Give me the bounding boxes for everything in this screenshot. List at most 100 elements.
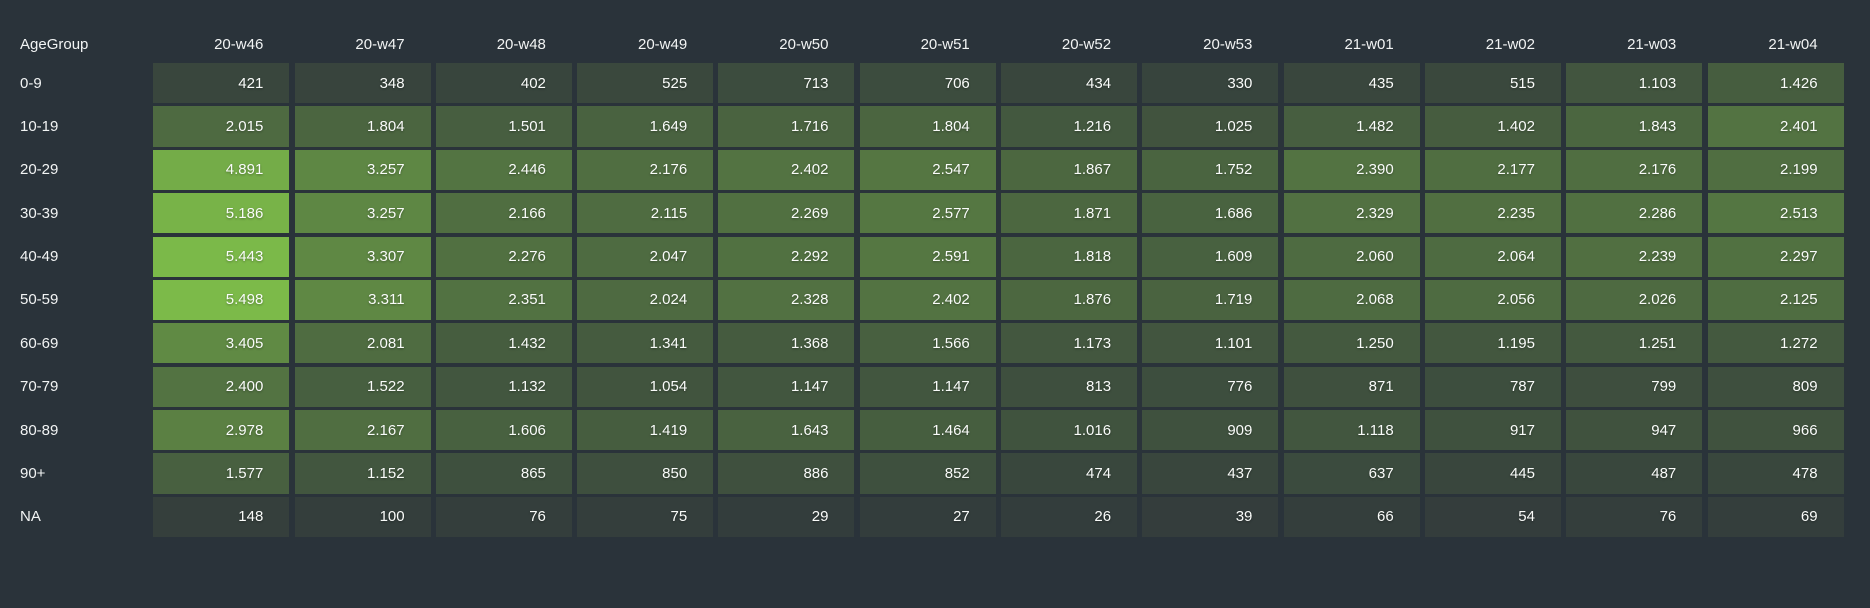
- heatmap-cell: 1.752: [1142, 149, 1279, 190]
- heatmap-cell: 478: [1707, 453, 1844, 494]
- heatmap-cell: 2.125: [1707, 279, 1844, 321]
- heatmap-cell: 1.025: [1142, 106, 1279, 147]
- column-header: 21-w02: [1485, 36, 1535, 53]
- heatmap-cell: 2.199: [1707, 149, 1844, 190]
- heatmap-cell: 3.257: [294, 193, 431, 234]
- heatmap-cell: 1.152: [294, 453, 431, 494]
- row-label: 40-49: [20, 248, 59, 266]
- heatmap-cell: 515: [1424, 63, 1561, 104]
- heatmap-cell: 1.606: [435, 410, 572, 451]
- heatmap-cell: 2.591: [859, 236, 996, 277]
- heatmap-cell: 1.147: [718, 366, 855, 407]
- heatmap-cell: 917: [1424, 410, 1561, 451]
- heatmap-cell: 2.056: [1424, 279, 1561, 321]
- heatmap-cell: 27: [859, 496, 996, 537]
- row-label: 0-9: [20, 74, 42, 92]
- heatmap-cell: 474: [1001, 453, 1138, 494]
- heatmap-cell: 2.115: [577, 193, 714, 234]
- heatmap-cell: 1.103: [1566, 63, 1703, 104]
- heatmap-cell: 852: [859, 453, 996, 494]
- heatmap-cell: 1.432: [435, 323, 572, 364]
- heatmap-cell: 435: [1283, 63, 1420, 104]
- heatmap-cell: 1.368: [718, 323, 855, 364]
- heatmap-cell: 2.024: [577, 279, 714, 321]
- heatmap-body: 0-9 421 348 402 525 713 706 434 330 435 515 1.103 1.…: [0, 63, 1844, 537]
- heatmap-table: AgeGroup 20-w46 20-w47 20-w48 20-w49 20-w50 2…: [0, 0, 1844, 537]
- heatmap-cell: 402: [435, 63, 572, 104]
- heatmap-cell: 2.292: [718, 236, 855, 277]
- heatmap-cell: 2.068: [1283, 279, 1420, 321]
- heatmap-cell: 1.402: [1424, 106, 1561, 147]
- heatmap-cell: 1.643: [718, 410, 855, 451]
- heatmap-cell: 1.609: [1142, 236, 1279, 277]
- heatmap-cell: 1.686: [1142, 193, 1279, 234]
- heatmap-cell: 2.235: [1424, 193, 1561, 234]
- row-label: 60-69: [20, 334, 59, 352]
- heatmap-cell: 76: [435, 496, 572, 537]
- heatmap-cell: 706: [859, 63, 996, 104]
- heatmap-cell: 713: [718, 63, 855, 104]
- heatmap-cell: 2.167: [294, 410, 431, 451]
- heatmap-cell: 4.891: [153, 149, 290, 190]
- heatmap-cell: 2.176: [1566, 149, 1703, 190]
- heatmap-cell: 3.311: [294, 279, 431, 321]
- heatmap-cell: 487: [1566, 453, 1703, 494]
- heatmap-cell: 1.716: [718, 106, 855, 147]
- column-header: 20-w48: [496, 36, 546, 53]
- heatmap-cell: 1.501: [435, 106, 572, 147]
- heatmap-cell: 1.016: [1001, 410, 1138, 451]
- heatmap-cell: 330: [1142, 63, 1279, 104]
- heatmap-cell: 1.195: [1424, 323, 1561, 364]
- heatmap-cell: 2.351: [435, 279, 572, 321]
- heatmap-cell: 3.307: [294, 236, 431, 277]
- heatmap-cell: 348: [294, 63, 431, 104]
- heatmap-cell: 525: [577, 63, 714, 104]
- heatmap-cell: 2.328: [718, 279, 855, 321]
- heatmap-cell: 1.867: [1001, 149, 1138, 190]
- heatmap-cell: 813: [1001, 366, 1138, 407]
- heatmap-cell: 1.649: [577, 106, 714, 147]
- heatmap-cell: 2.269: [718, 193, 855, 234]
- heatmap-cell: 3.405: [153, 323, 290, 364]
- heatmap-cell: 1.147: [859, 366, 996, 407]
- heatmap-cell: 2.047: [577, 236, 714, 277]
- heatmap-cell: 787: [1424, 366, 1561, 407]
- heatmap-cell: 966: [1707, 410, 1844, 451]
- heatmap-cell: 1.101: [1142, 323, 1279, 364]
- column-header: 20-w47: [355, 36, 405, 53]
- heatmap-cell: 1.426: [1707, 63, 1844, 104]
- heatmap-cell: 54: [1424, 496, 1561, 537]
- column-header: 20-w51: [920, 36, 970, 53]
- heatmap-cell: 2.177: [1424, 149, 1561, 190]
- row-label: 50-59: [20, 291, 59, 309]
- heatmap-cell: 1.216: [1001, 106, 1138, 147]
- heatmap-cell: 1.522: [294, 366, 431, 407]
- heatmap-cell: 1.341: [577, 323, 714, 364]
- heatmap-cell: 437: [1142, 453, 1279, 494]
- column-header: 20-w50: [779, 36, 829, 53]
- row-label: 70-79: [20, 378, 59, 396]
- heatmap-header-row: AgeGroup 20-w46 20-w47 20-w48 20-w49 20-w50 2…: [0, 0, 1844, 63]
- heatmap-cell: 421: [153, 63, 290, 104]
- heatmap-cell: 637: [1283, 453, 1420, 494]
- heatmap-cell: 2.978: [153, 410, 290, 451]
- heatmap-cell: 871: [1283, 366, 1420, 407]
- heatmap-cell: 5.443: [153, 236, 290, 277]
- heatmap-cell: 1.482: [1283, 106, 1420, 147]
- heatmap-cell: 2.402: [859, 279, 996, 321]
- heatmap-cell: 1.419: [577, 410, 714, 451]
- heatmap-cell: 69: [1707, 496, 1844, 537]
- heatmap-cell: 1.719: [1142, 279, 1279, 321]
- heatmap-cell: 1.173: [1001, 323, 1138, 364]
- heatmap-cell: 26: [1001, 496, 1138, 537]
- column-header: 20-w53: [1203, 36, 1253, 53]
- heatmap-cell: 1.818: [1001, 236, 1138, 277]
- heatmap-cell: 1.876: [1001, 279, 1138, 321]
- heatmap-cell: 148: [153, 496, 290, 537]
- row-label: NA: [20, 508, 41, 526]
- column-header: 20-w49: [637, 36, 688, 53]
- heatmap-cell: 1.132: [435, 366, 572, 407]
- heatmap-cell: 809: [1707, 366, 1844, 407]
- heatmap-cell: 1.871: [1001, 193, 1138, 234]
- row-label: 20-29: [20, 161, 59, 179]
